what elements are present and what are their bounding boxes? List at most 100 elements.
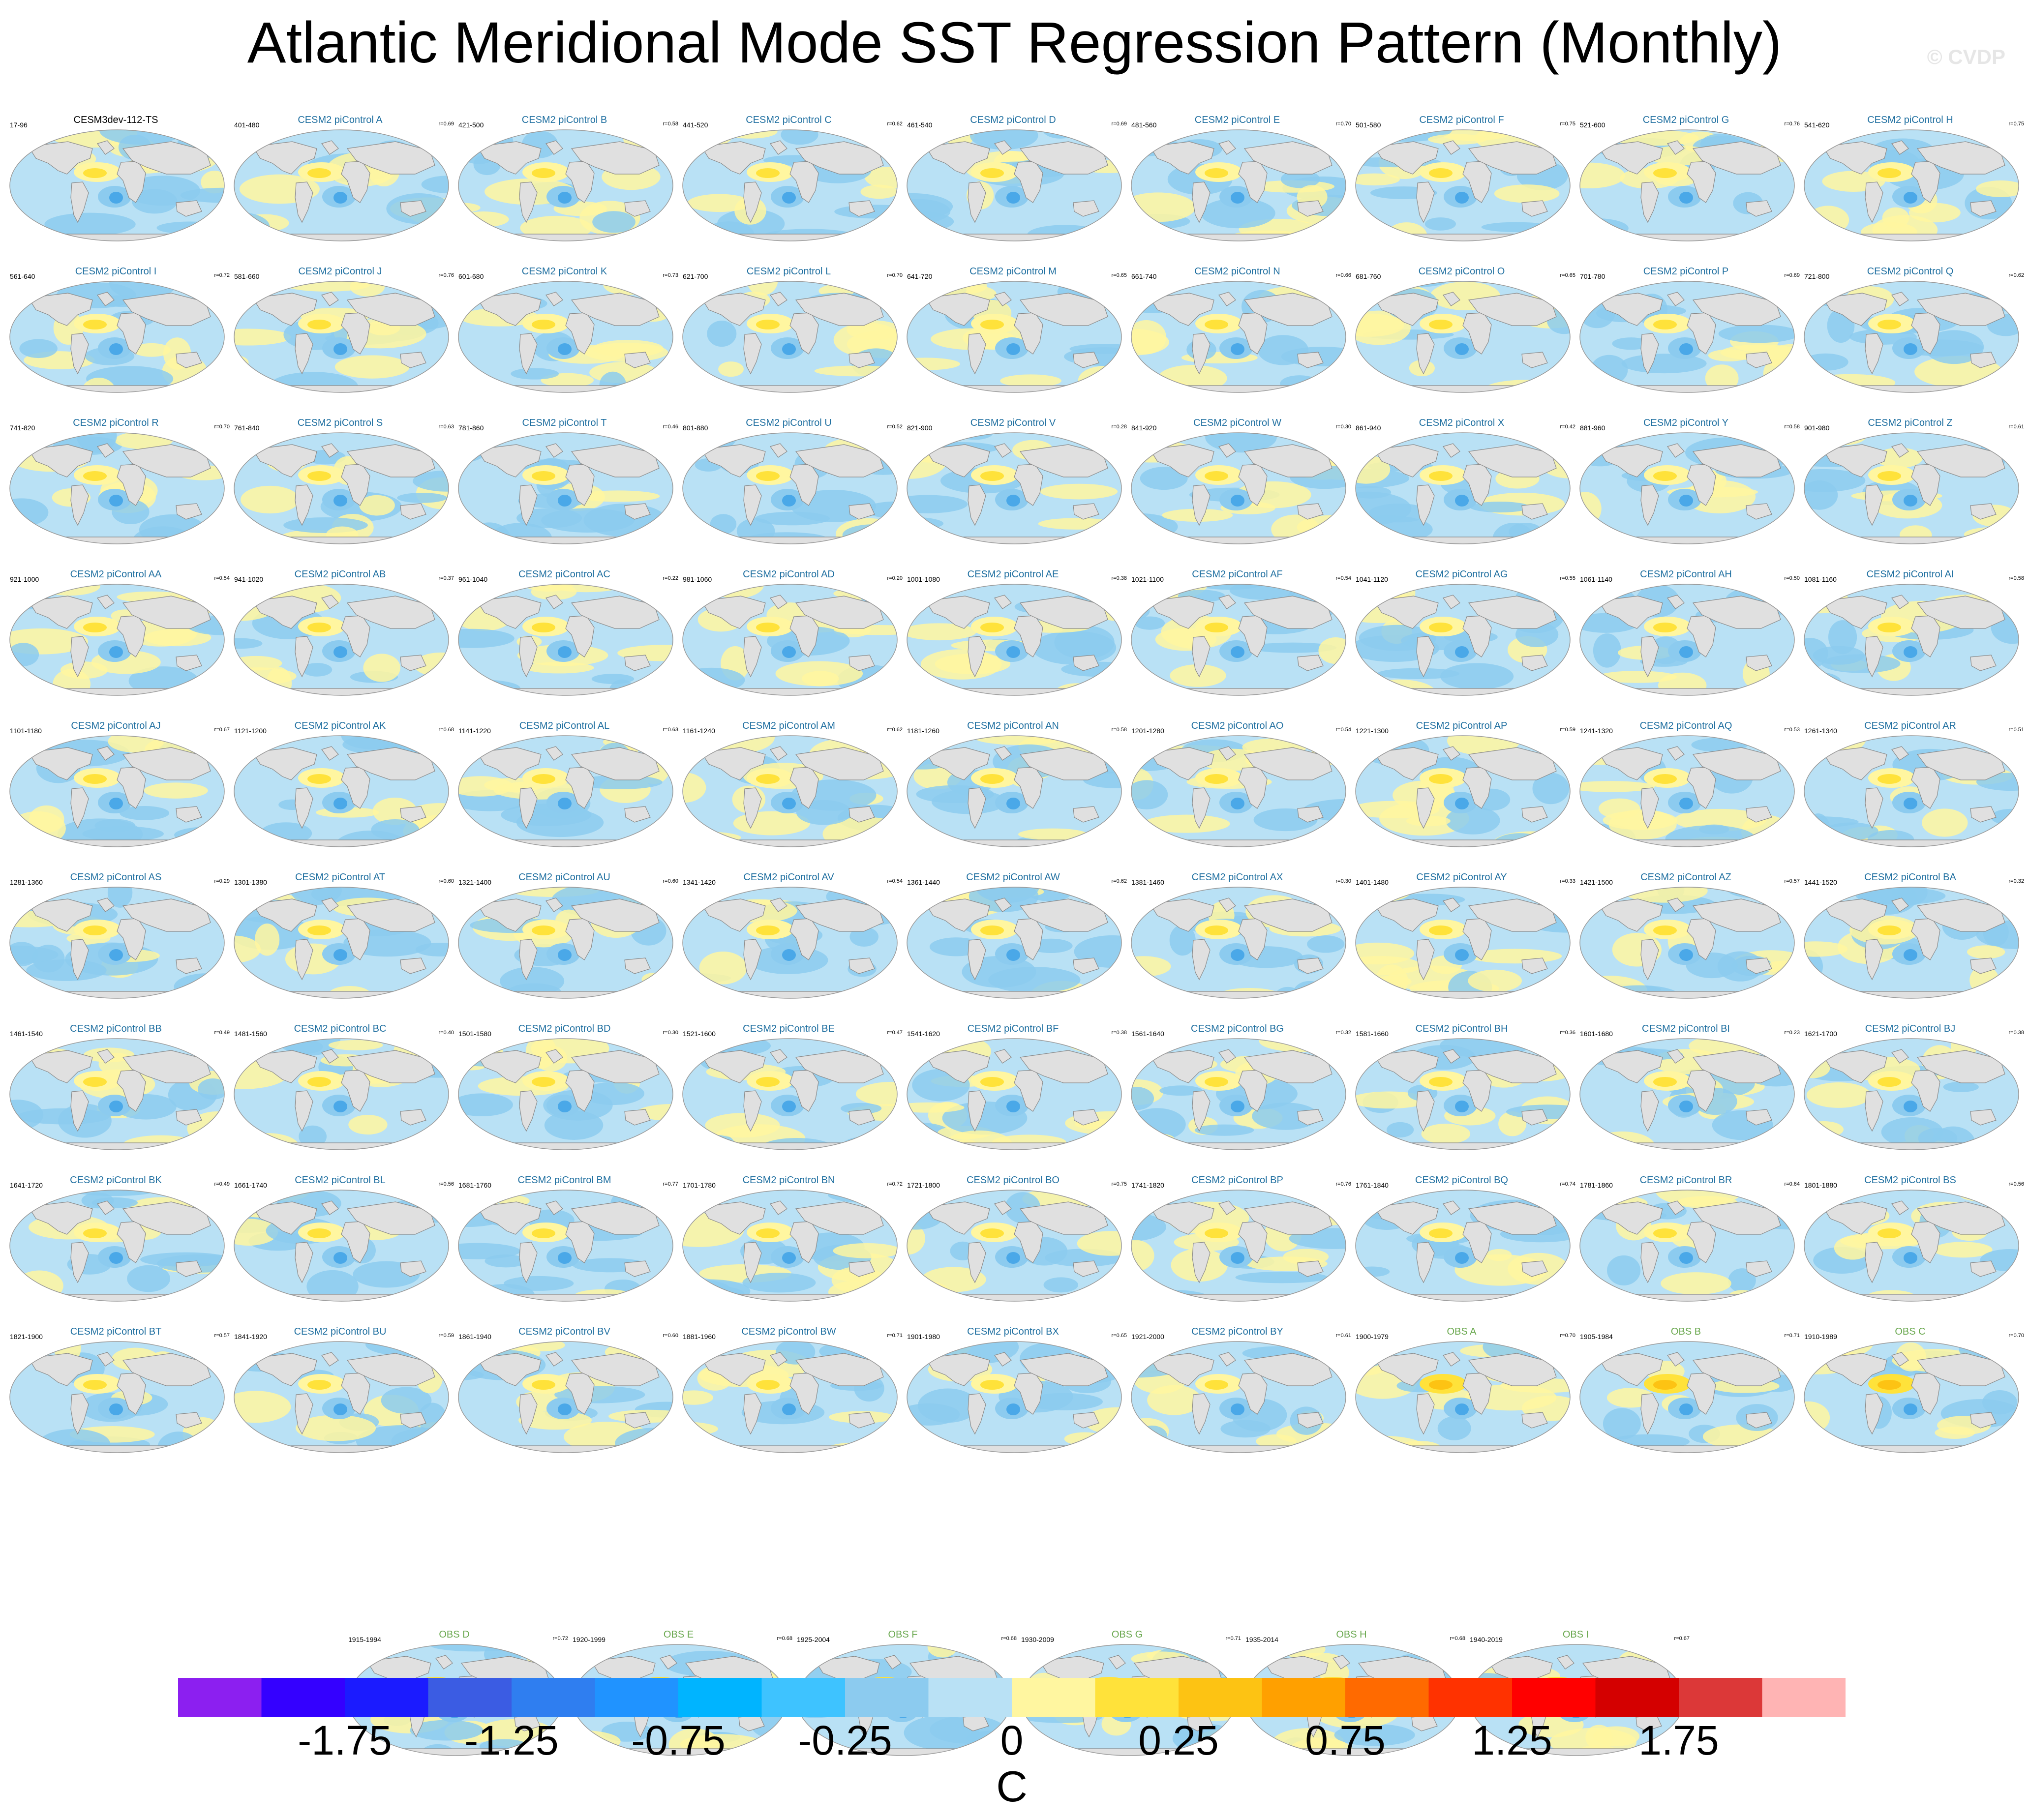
map-border (682, 735, 898, 847)
land-mass (743, 333, 762, 375)
south-atlantic-cool-core (1904, 343, 1917, 355)
map-border (682, 432, 898, 544)
cool-anomaly (1924, 330, 1984, 364)
map-border (234, 887, 449, 999)
panel-correlation: r=0.62 (2008, 272, 2025, 278)
land-mass (117, 464, 146, 506)
south-atlantic-cool-core (558, 192, 572, 204)
land-mass (700, 444, 766, 477)
map-panel: CESM2 piControl AB 941-1020 r=0.37 (228, 568, 454, 726)
land-mass (400, 957, 426, 974)
land-mass (70, 181, 89, 223)
land-mass (321, 292, 339, 306)
panel-title: CESM2 piControl AR (1864, 720, 1956, 731)
land-mass (795, 747, 884, 780)
colorbar-bin (261, 1678, 345, 1717)
land-mass (1822, 747, 1887, 780)
warm-anomaly (1018, 828, 1088, 840)
warm-anomaly (334, 355, 410, 379)
panel-correlation: r=0.59 (1560, 727, 1576, 733)
land-mass (1521, 655, 1548, 671)
north-atlantic-warm-core (756, 320, 780, 329)
panel-correlation: r=0.70 (214, 424, 230, 430)
land-mass (1149, 747, 1214, 780)
map-panel: CESM2 piControl AS 1281-1360 r=0.29 (4, 871, 230, 1029)
land-mass (117, 161, 146, 203)
land-mass (400, 806, 426, 823)
north-atlantic-warm-core (980, 168, 1004, 178)
map-border (1131, 735, 1346, 847)
land-mass (795, 141, 884, 175)
cool-anomaly (969, 130, 1038, 150)
land-mass (28, 444, 93, 477)
sst-map (1355, 584, 1571, 696)
land-mass (1014, 767, 1043, 809)
warm-anomaly (359, 495, 395, 516)
land-mass (117, 767, 146, 809)
land-mass (624, 655, 651, 671)
south-atlantic-cool-core (1455, 343, 1469, 355)
panel-correlation: r=0.46 (663, 424, 679, 430)
sst-map (234, 281, 449, 393)
land-mass (1073, 503, 1099, 520)
map-panel: CESM2 piControl AG 1041-1120 r=0.55 (1350, 568, 1575, 726)
land-mass (1218, 140, 1236, 155)
south-atlantic-cool-core (1231, 343, 1244, 355)
panel-title: CESM2 piControl A (298, 115, 383, 125)
land-mass (848, 352, 875, 368)
south-atlantic-cool-core (1904, 495, 1917, 507)
land-mass (994, 595, 1012, 609)
land-mass (925, 596, 990, 629)
map-border (1579, 281, 1795, 393)
land-mass (545, 443, 563, 458)
warm-anomaly (1143, 814, 1230, 833)
land-mass (925, 141, 990, 175)
cool-anomaly (1445, 806, 1500, 835)
land-mass (1019, 747, 1108, 780)
land-mass (1521, 200, 1548, 217)
panel-years: 481-560 (1131, 121, 1157, 129)
colorbar-tick-label: 0 (1000, 1717, 1024, 1763)
land-mass (624, 957, 651, 974)
land-mass (770, 443, 787, 458)
land-mass (252, 293, 317, 326)
north-atlantic-warm-core (532, 774, 555, 784)
colorbar-tick-label: 1.75 (1638, 1717, 1719, 1763)
map-panel: CESM2 piControl B 421-500 r=0.58 (453, 114, 678, 271)
map-panel: CESM2 piControl AN 1181-1260 r=0.58 (901, 720, 1127, 877)
land-mass (624, 200, 651, 217)
colorbar-tick-label: -0.75 (631, 1717, 726, 1763)
land-mass (1822, 444, 1887, 477)
land-mass (1687, 312, 1716, 355)
panel-correlation: r=0.69 (1784, 272, 1800, 278)
land-mass (565, 312, 595, 355)
map-panel: CESM2 piControl AW 1361-1440 r=0.62 (901, 871, 1127, 1029)
sst-map (682, 887, 898, 999)
land-mass (321, 140, 339, 155)
panel-correlation: r=0.76 (438, 272, 454, 278)
map-panel: CESM2 piControl P 701-780 r=0.69 (1574, 266, 1800, 423)
map-panel: CESM2 piControl AO 1201-1280 r=0.54 (1125, 720, 1351, 877)
south-atlantic-cool-core (109, 192, 123, 204)
land-mass (1443, 595, 1460, 609)
land-mass (1297, 806, 1324, 823)
panel-years: 881-960 (1580, 424, 1605, 432)
land-mass (70, 636, 89, 678)
panel-years: 1101-1180 (10, 727, 42, 735)
map-border (1579, 735, 1795, 847)
land-mass (1243, 444, 1332, 477)
land-mass (968, 181, 986, 223)
cool-anomaly (120, 806, 170, 820)
land-mass (1416, 484, 1435, 526)
panel-years: 401-480 (234, 121, 260, 129)
colorbar-bin (1179, 1678, 1262, 1717)
panel-correlation: r=0.70 (1335, 121, 1352, 127)
land-mass (1916, 444, 2005, 477)
land-mass (1687, 464, 1716, 506)
land-mass (994, 292, 1012, 306)
land-mass (400, 503, 426, 520)
land-mass (968, 636, 986, 678)
land-mass (1911, 615, 1940, 657)
panel-correlation: r=0.22 (663, 575, 679, 581)
panel-years: 17-96 (10, 121, 28, 129)
